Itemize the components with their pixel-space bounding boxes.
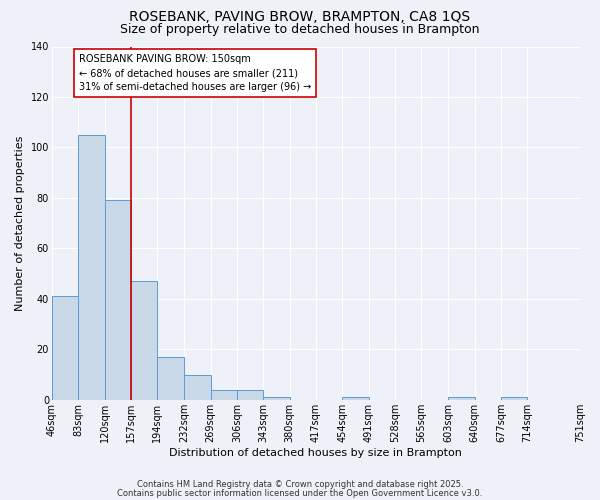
Bar (157, 357, 184, 400)
Text: Size of property relative to detached houses in Brampton: Size of property relative to detached ho… (120, 22, 480, 36)
Y-axis label: Number of detached properties: Number of detached properties (15, 136, 25, 311)
Bar (78, 135, 104, 400)
Text: Contains public sector information licensed under the Open Government Licence v3: Contains public sector information licen… (118, 488, 482, 498)
Bar (211, 390, 237, 400)
Text: ROSEBANK PAVING BROW: 150sqm
← 68% of detached houses are smaller (211)
31% of s: ROSEBANK PAVING BROW: 150sqm ← 68% of de… (79, 54, 311, 92)
Text: ROSEBANK, PAVING BROW, BRAMPTON, CA8 1QS: ROSEBANK, PAVING BROW, BRAMPTON, CA8 1QS (130, 10, 470, 24)
Bar (342, 398, 368, 400)
Bar (448, 398, 475, 400)
Bar (131, 281, 157, 400)
Bar (263, 398, 290, 400)
Bar (104, 200, 131, 400)
Bar (501, 398, 527, 400)
X-axis label: Distribution of detached houses by size in Brampton: Distribution of detached houses by size … (169, 448, 463, 458)
Text: Contains HM Land Registry data © Crown copyright and database right 2025.: Contains HM Land Registry data © Crown c… (137, 480, 463, 489)
Bar (237, 390, 263, 400)
Bar (52, 296, 78, 400)
Bar (184, 374, 211, 400)
